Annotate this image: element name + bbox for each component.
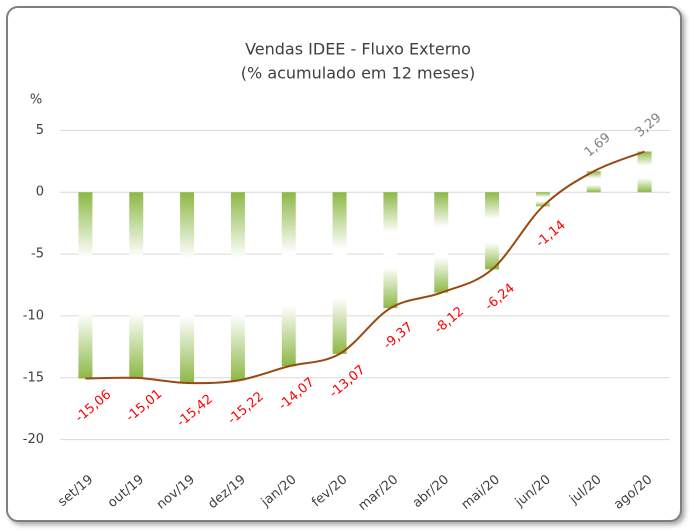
data-label: -15,42 — [174, 392, 216, 430]
bar — [383, 192, 398, 309]
data-label: -14,07 — [276, 375, 318, 413]
x-tick-label: ago/20 — [611, 472, 655, 512]
x-tick-label: dez/19 — [205, 472, 248, 512]
y-tick-label: 0 — [36, 185, 44, 200]
x-tick-label: jan/20 — [258, 472, 300, 510]
chart-title: Vendas IDEE - Fluxo Externo — [245, 40, 471, 59]
y-tick-label: -10 — [23, 308, 44, 323]
y-tick-label: 5 — [36, 123, 44, 138]
bar — [129, 192, 144, 378]
x-tick-label: mar/20 — [356, 472, 402, 514]
bar — [485, 192, 500, 270]
data-label: -15,01 — [123, 387, 165, 425]
y-unit: % — [30, 93, 42, 108]
y-tick-label: -15 — [23, 370, 44, 385]
bar — [637, 151, 652, 193]
line — [85, 150, 645, 385]
x-tick-label: jun/20 — [512, 472, 554, 510]
x-tick-label: set/19 — [55, 472, 96, 510]
data-label: -13,07 — [327, 363, 369, 401]
bar — [230, 192, 245, 381]
x-tick-label: out/19 — [105, 472, 147, 511]
data-label: -15,22 — [225, 389, 267, 427]
data-label: -15,06 — [73, 387, 115, 425]
bar — [586, 171, 601, 193]
bar — [78, 192, 93, 379]
x-tick-label: fev/20 — [309, 472, 350, 510]
data-label: -8,12 — [432, 304, 467, 337]
bar — [535, 192, 550, 207]
y-tick-label: -5 — [31, 247, 44, 262]
data-label: -9,37 — [381, 320, 416, 353]
x-tick-label: abr/20 — [410, 472, 452, 511]
chart-subtitle: (% acumulado em 12 meses) — [241, 64, 475, 83]
data-label: 3,29 — [633, 110, 665, 140]
bar — [281, 192, 296, 367]
data-label: -1,14 — [533, 218, 568, 251]
x-tick-label: mai/20 — [459, 472, 503, 513]
x-tick-label: nov/19 — [154, 472, 198, 512]
data-label: 1,69 — [582, 130, 614, 160]
x-tick-label: jul/20 — [566, 472, 604, 508]
bar — [332, 192, 347, 354]
data-label: -6,24 — [482, 281, 517, 314]
bar — [434, 192, 449, 293]
bar — [180, 192, 195, 383]
y-tick-label: -20 — [23, 432, 44, 447]
